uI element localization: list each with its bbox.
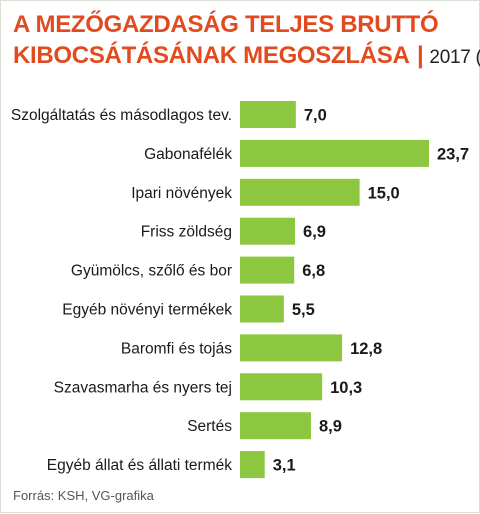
bar-8: [240, 412, 311, 440]
source-note: Forrás: KSH, VG-grafika: [13, 488, 154, 503]
bar-0: [240, 101, 296, 128]
category-label-4: Gyümölcs, szőlő és bor: [71, 263, 232, 280]
category-label-5: Egyéb növényi termékek: [62, 302, 232, 319]
value-label-8: 8,9: [319, 418, 342, 436]
title-line-2: KIBOCSÁTÁSÁNAK MEGOSZLÁSA |2017 (%): [13, 40, 480, 73]
bar-5: [240, 295, 284, 323]
value-label-4: 6,8: [302, 262, 325, 280]
bar-9: [240, 451, 265, 479]
bar-2: [240, 178, 360, 206]
category-label-3: Friss zöldség: [141, 224, 232, 241]
bar-6: [240, 334, 343, 362]
value-label-2: 15,0: [368, 184, 400, 202]
title-year-unit: 2017 (%): [429, 47, 480, 68]
category-label-8: Sertés: [187, 418, 232, 435]
category-label-1: Gabonafélék: [144, 146, 232, 163]
title-separator: |: [417, 42, 424, 69]
value-label-3: 6,9: [303, 223, 326, 241]
bar-7: [240, 373, 323, 401]
bar-4: [240, 256, 295, 284]
category-label-6: Baromfi és tojás: [121, 340, 232, 357]
bar-3: [240, 217, 296, 245]
value-label-5: 5,5: [292, 301, 315, 319]
category-label-9: Egyéb állat és állati termék: [47, 457, 232, 474]
category-label-2: Ipari növények: [131, 185, 232, 202]
bar-1: [240, 139, 429, 167]
value-label-6: 12,8: [350, 340, 382, 358]
value-label-1: 23,7: [437, 145, 469, 163]
title-line-2-text: KIBOCSÁTÁSÁNAK MEGOSZLÁSA: [13, 42, 409, 69]
value-label-7: 10,3: [330, 379, 362, 397]
value-label-0: 7,0: [304, 107, 327, 125]
value-label-9: 3,1: [273, 457, 296, 475]
title-line-1: A MEZŐGAZDASÁG TELJES BRUTTÓ: [13, 11, 439, 38]
category-label-7: Szavasmarha és nyers tej: [54, 379, 232, 396]
chart-title: A MEZŐGAZDASÁG TELJES BRUTTÓ KIBOCSÁTÁSÁ…: [13, 9, 480, 73]
category-label-0: Szolgáltatás és másodlagos tev.: [11, 107, 232, 124]
